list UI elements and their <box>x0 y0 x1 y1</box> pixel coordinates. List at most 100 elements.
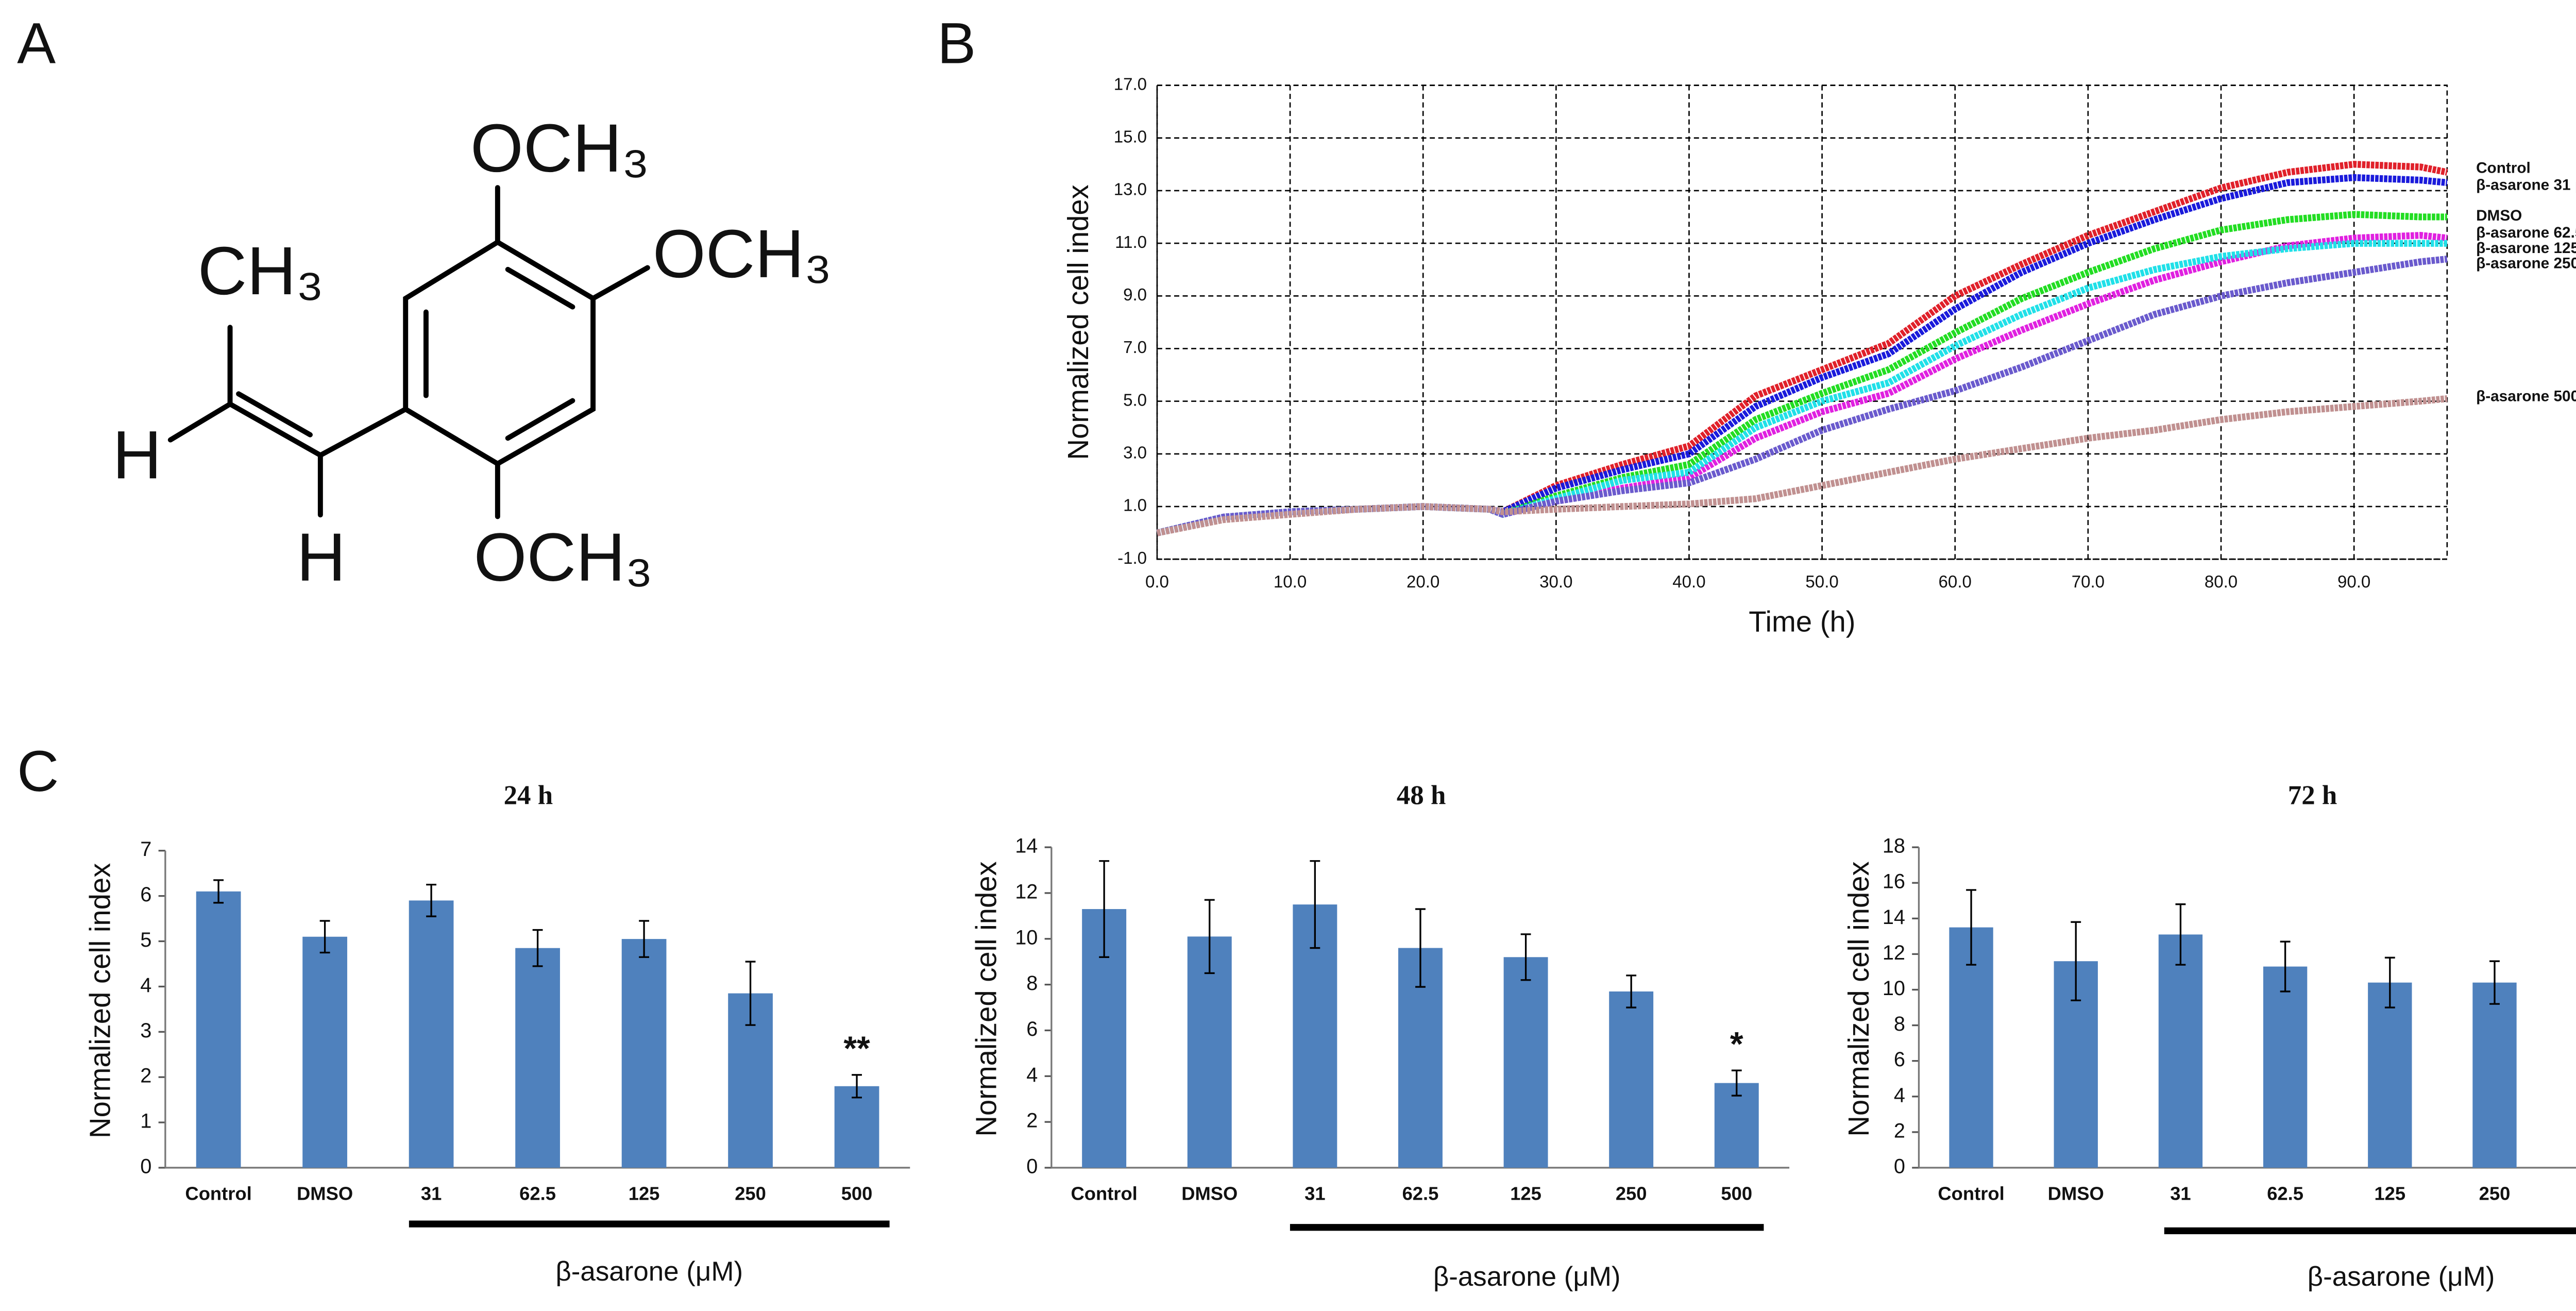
legend-label: β-asarone 31 μM <box>2476 177 2576 194</box>
x-tick-label: 20.0 <box>1406 573 1439 592</box>
significance-label: ** <box>843 1030 870 1068</box>
significance-label: * <box>1730 1025 1743 1063</box>
bar <box>2368 982 2412 1168</box>
bar <box>2263 966 2308 1168</box>
x-tick-label: 40.0 <box>1672 573 1705 592</box>
y-tick-label: 1.0 <box>1123 496 1147 515</box>
y-tick-label: 6 <box>1026 1018 1038 1040</box>
bond <box>236 391 313 438</box>
x-tick-label: 62.5 <box>2267 1183 2303 1204</box>
x-tick-label: 60.0 <box>1939 573 1972 592</box>
benzene-ring <box>403 239 596 467</box>
chart-title: 72 h <box>2288 780 2337 810</box>
x-tick-label: 250 <box>1616 1183 1647 1204</box>
x-tick-label: 62.5 <box>1402 1183 1439 1204</box>
y-tick-label: 4 <box>140 974 151 997</box>
atom-label: OCH₃ <box>470 110 650 187</box>
bar <box>2158 934 2203 1168</box>
y-tick-label: 0 <box>1894 1155 1905 1178</box>
chart-title: 24 h <box>504 780 553 810</box>
x-tick-label: 125 <box>2374 1183 2405 1204</box>
y-tick-label: 6 <box>140 883 151 906</box>
x-tick-label: 10.0 <box>1274 573 1307 592</box>
bar <box>409 900 454 1168</box>
x-tick-label: 31 <box>1304 1183 1325 1204</box>
bond <box>505 398 575 441</box>
y-tick-label: 11.0 <box>1115 233 1147 252</box>
x-tick-label: Control <box>1938 1183 2004 1204</box>
y-axis-label: Normalized cell index <box>1842 861 1875 1136</box>
chart-title: 48 h <box>1397 780 1446 810</box>
bond <box>317 407 409 458</box>
y-tick-label: 10 <box>1015 926 1038 949</box>
data-line <box>1156 211 2447 536</box>
x-tick-label: 30.0 <box>1539 573 1572 592</box>
bar <box>834 1086 879 1168</box>
x-axis-label: Time (h) <box>1749 606 1855 638</box>
atom-label: H <box>112 417 162 493</box>
x-tick-label: 125 <box>1510 1183 1541 1204</box>
structure: OCH₃ OCH₃ OCH₃ CH₃ H H <box>112 110 832 596</box>
bond <box>590 265 650 301</box>
bar <box>1503 957 1548 1168</box>
group-label: β-asarone (μM) <box>555 1256 743 1287</box>
y-tick-label: 7.0 <box>1123 338 1147 357</box>
x-tick-label: 0.0 <box>1145 573 1169 592</box>
y-tick-label: 17.0 <box>1114 75 1147 94</box>
bar <box>2472 982 2517 1168</box>
y-tick-label: 14 <box>1883 906 1905 929</box>
y-tick-label: 0 <box>1026 1155 1038 1178</box>
group-label: β-asarone (μM) <box>1433 1262 1621 1292</box>
data-line <box>1156 161 2448 536</box>
data-line <box>1156 256 2448 536</box>
y-tick-label: 2 <box>1894 1119 1905 1142</box>
x-tick-label: Control <box>1071 1183 1137 1204</box>
x-tick-label: 70.0 <box>2072 573 2105 592</box>
y-tick-label: 3.0 <box>1123 444 1147 463</box>
atom-label: OCH₃ <box>653 216 832 292</box>
y-tick-label: 6 <box>1894 1048 1905 1071</box>
data-line <box>1156 174 2448 536</box>
bond <box>505 266 575 310</box>
x-tick-label: 250 <box>2479 1183 2511 1204</box>
bar <box>1714 1083 1759 1168</box>
y-tick-label: 15.0 <box>1114 127 1147 146</box>
y-tick-label: 0 <box>140 1155 151 1178</box>
data-line <box>1156 395 2448 536</box>
y-axis-label: Normalized cell index <box>1062 184 1094 460</box>
y-tick-label: 7 <box>140 838 151 861</box>
x-tick-label: DMSO <box>297 1183 353 1204</box>
bond <box>167 401 233 443</box>
bar <box>1609 991 1654 1168</box>
panel-label: B <box>937 11 976 76</box>
y-tick-label: 12 <box>1883 942 1905 964</box>
y-tick-label: 14 <box>1015 835 1038 858</box>
bar <box>1949 927 1993 1168</box>
x-tick-label: 90.0 <box>2337 573 2370 592</box>
group-label: β-asarone (μM) <box>2308 1262 2495 1292</box>
plot-frame <box>1156 85 2448 560</box>
bar <box>1187 936 1232 1168</box>
bar <box>196 891 241 1168</box>
panel-label: A <box>17 11 56 76</box>
y-tick-label: 8 <box>1894 1013 1905 1035</box>
x-tick-label: Control <box>185 1183 251 1204</box>
x-tick-label: 500 <box>1721 1183 1752 1204</box>
y-axis-label: Normalized cell index <box>970 861 1002 1136</box>
y-tick-label: 9.0 <box>1123 285 1147 305</box>
x-tick-label: 50.0 <box>1805 573 1838 592</box>
legend-label: β-asarone 500 μM <box>2476 388 2576 405</box>
y-tick-label: 1 <box>140 1110 151 1133</box>
x-tick-label: 31 <box>2170 1183 2191 1204</box>
bar <box>302 936 347 1168</box>
x-tick-label: 80.0 <box>2205 573 2238 592</box>
x-tick-label: 250 <box>735 1183 766 1204</box>
y-tick-label: -1.0 <box>1117 549 1147 568</box>
bar <box>621 939 667 1168</box>
x-tick-label: 500 <box>841 1183 873 1204</box>
y-tick-label: 16 <box>1883 870 1905 893</box>
panel-label: C <box>17 738 59 803</box>
bar <box>515 948 560 1168</box>
atom-label: CH₃ <box>198 233 324 309</box>
